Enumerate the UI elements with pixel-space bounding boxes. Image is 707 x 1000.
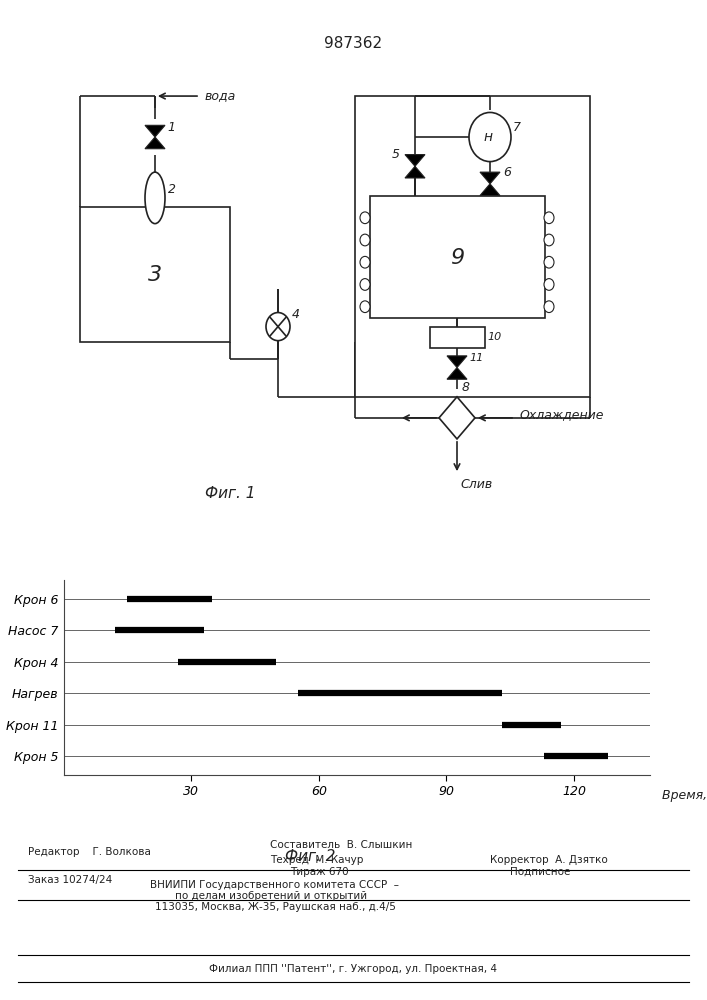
- Text: Составитель  В. Слышкин: Составитель В. Слышкин: [270, 840, 412, 850]
- Ellipse shape: [145, 172, 165, 224]
- Circle shape: [360, 212, 370, 224]
- Circle shape: [544, 234, 554, 246]
- Text: 3: 3: [148, 265, 162, 285]
- Text: Корректор  А. Дзятко: Корректор А. Дзятко: [490, 855, 608, 865]
- Circle shape: [360, 279, 370, 290]
- Text: 10: 10: [487, 332, 501, 342]
- Text: Заказ 10274/24: Заказ 10274/24: [28, 875, 112, 885]
- Text: Слив: Слив: [460, 478, 492, 491]
- Bar: [370, 196, 545, 318]
- Circle shape: [360, 301, 370, 313]
- Text: 8: 8: [462, 381, 470, 394]
- Bar: [430, 327, 485, 348]
- Text: 5: 5: [392, 148, 400, 161]
- Polygon shape: [480, 184, 500, 196]
- Text: Редактор    Г. Волкова: Редактор Г. Волкова: [28, 847, 151, 857]
- Text: 987362: 987362: [324, 36, 382, 51]
- Circle shape: [469, 112, 511, 162]
- Text: 11: 11: [469, 353, 484, 363]
- Circle shape: [544, 301, 554, 313]
- Circle shape: [360, 256, 370, 268]
- Text: Фиг. 2: Фиг. 2: [285, 849, 335, 864]
- Text: н: н: [484, 130, 493, 144]
- Text: Фиг. 1: Фиг. 1: [205, 486, 255, 501]
- Text: 113035, Москва, Ж-35, Раушская наб., д.4/5: 113035, Москва, Ж-35, Раушская наб., д.4…: [155, 902, 396, 912]
- Polygon shape: [447, 368, 467, 379]
- Text: 2: 2: [168, 183, 176, 196]
- Text: Время, С: Время, С: [662, 789, 707, 802]
- Polygon shape: [145, 137, 165, 149]
- Bar: [80, 207, 230, 342]
- Polygon shape: [405, 166, 425, 178]
- Bar: [355, 96, 590, 397]
- Text: по делам изобретений и открытий: по делам изобретений и открытий: [175, 891, 367, 901]
- Text: ВНИИПИ Государственного комитета СССР  –: ВНИИПИ Государственного комитета СССР –: [150, 880, 399, 890]
- Text: Подписное: Подписное: [510, 867, 571, 877]
- Text: Охлаждение: Охлаждение: [520, 408, 604, 421]
- Polygon shape: [405, 155, 425, 166]
- Circle shape: [360, 234, 370, 246]
- Circle shape: [544, 256, 554, 268]
- Text: 7: 7: [513, 121, 521, 134]
- Text: Филиал ППП ''Патент'', г. Ужгород, ул. Проектная, 4: Филиал ППП ''Патент'', г. Ужгород, ул. П…: [209, 964, 497, 974]
- Text: 1: 1: [167, 121, 175, 134]
- Circle shape: [544, 212, 554, 224]
- Text: Тираж 670: Тираж 670: [290, 867, 349, 877]
- Circle shape: [544, 279, 554, 290]
- Text: 6: 6: [503, 166, 511, 179]
- Text: 4: 4: [292, 308, 300, 321]
- Polygon shape: [145, 125, 165, 137]
- Text: Техред  М. Качур: Техред М. Качур: [270, 855, 363, 865]
- Text: 9: 9: [450, 248, 464, 268]
- Text: вода: вода: [205, 90, 236, 103]
- Polygon shape: [480, 172, 500, 184]
- Polygon shape: [447, 356, 467, 368]
- Circle shape: [266, 313, 290, 341]
